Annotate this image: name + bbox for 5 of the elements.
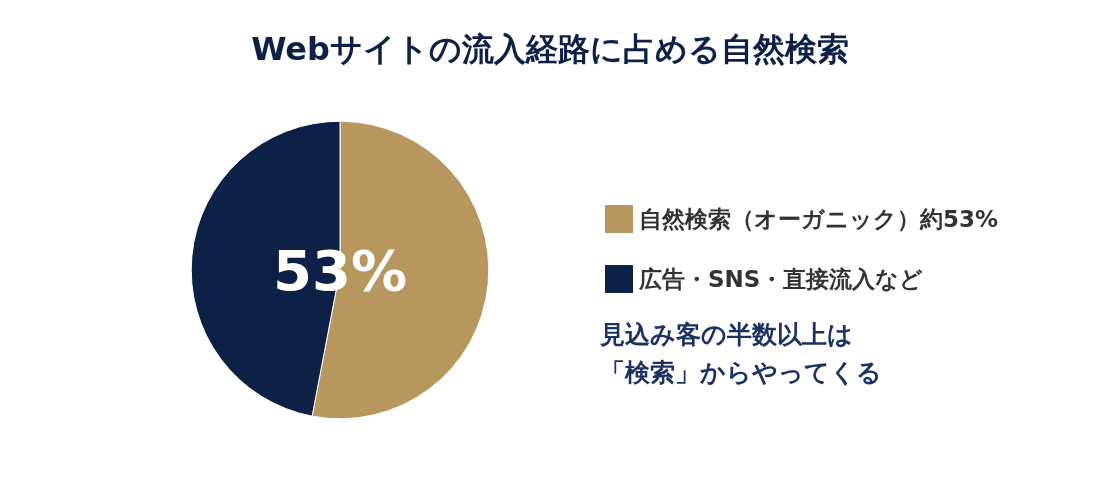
text: 「検索」からやってくる — [600, 357, 882, 387]
chart-title: Webサイトの流入経路に占める自然検索 — [251, 30, 849, 68]
text: 見込み客の半数以上は — [599, 319, 853, 349]
legend-label: 自然検索（オーガニック）約53% — [639, 206, 999, 232]
legend-label: 広告・SNS・直接流入など — [638, 266, 924, 292]
